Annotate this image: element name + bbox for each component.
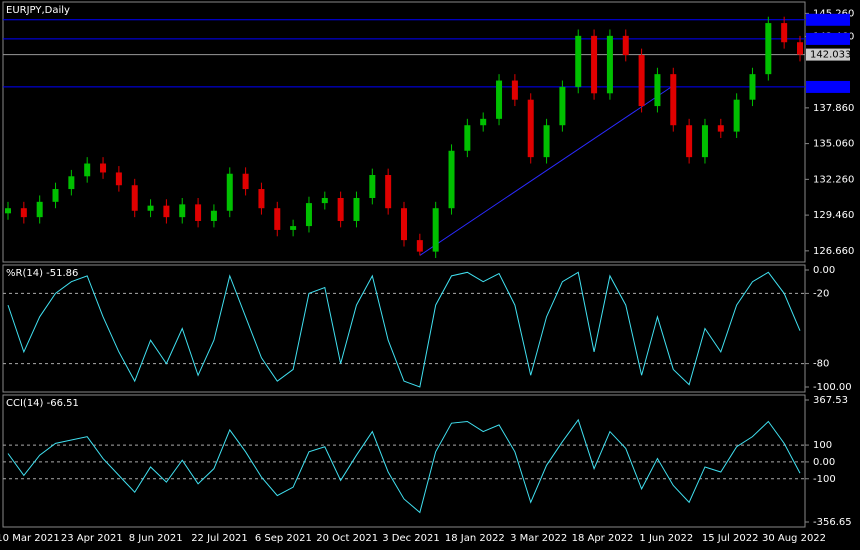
candle-body: [717, 125, 724, 132]
candle-body: [401, 208, 407, 241]
candle-body: [781, 23, 788, 43]
panel-frame: [2, 394, 806, 528]
candle-body: [606, 35, 613, 94]
candle-body: [100, 163, 107, 173]
y-tick-label: -356.65: [813, 517, 852, 528]
x-tick-label: 18 Apr 2022: [572, 533, 634, 544]
candle-body: [559, 86, 566, 126]
candle-body: [765, 23, 772, 75]
y-tick-label: -100.00: [813, 382, 852, 393]
y-tick-label: 135.060: [813, 139, 854, 150]
candle-body: [496, 80, 503, 119]
x-tick-label: 3 Dec 2021: [382, 533, 440, 544]
candle-body: [290, 226, 297, 230]
candle-body: [591, 35, 598, 94]
y-tick-label: 129.460: [813, 210, 854, 221]
y-tick-label: -100: [813, 474, 836, 485]
candle-body: [115, 172, 122, 186]
candle-body: [337, 197, 344, 221]
candle-body: [68, 176, 75, 190]
y-tick-label: 0.00: [813, 265, 835, 276]
y-tick-label: -80: [813, 359, 829, 370]
candle-body: [527, 99, 534, 158]
y-tick-label: 367.53: [813, 395, 848, 406]
x-tick-label: 3 Mar 2022: [510, 533, 567, 544]
candle-body: [686, 125, 693, 158]
candle-body: [701, 125, 708, 158]
y-tick-label: -20: [813, 288, 829, 299]
candle-body: [179, 204, 186, 218]
candle-body: [258, 189, 265, 209]
x-tick-label: 15 Jul 2022: [702, 533, 759, 544]
candle-body: [416, 240, 423, 252]
x-tick-label: 8 Jun 2021: [129, 533, 183, 544]
candle-body: [84, 163, 91, 177]
candle-body: [480, 118, 487, 126]
y-tick-label: 0.00: [813, 457, 835, 468]
y-tick-label: 100: [813, 440, 832, 451]
candle-body: [448, 150, 455, 209]
level-tag: [806, 13, 850, 26]
candle-body: [432, 208, 439, 252]
candle-body: [797, 42, 803, 55]
candle-body: [163, 205, 170, 218]
candle-body: [321, 197, 328, 204]
x-tick-label: 10 Mar 2021: [0, 533, 60, 544]
panel-title: CCI(14) -66.51: [6, 398, 79, 409]
candle-body: [733, 99, 740, 132]
indicator-line: [7, 271, 801, 388]
candle-body: [210, 210, 217, 221]
level-tag: [806, 32, 850, 45]
trendline: [419, 85, 674, 256]
candle-body: [147, 205, 154, 211]
candle-body: [20, 208, 27, 218]
x-tick-label: 23 Apr 2021: [61, 533, 123, 544]
candle-body: [353, 197, 360, 221]
panel-title: EURJPY,Daily: [6, 5, 70, 16]
candle-body: [622, 35, 629, 56]
candle-body: [511, 80, 518, 100]
x-tick-label: 20 Oct 2021: [316, 533, 378, 544]
candle-body: [274, 208, 281, 230]
candle-body: [226, 173, 233, 211]
x-tick-label: 30 Aug 2022: [762, 533, 826, 544]
price-tag: [806, 48, 850, 61]
candle-body: [654, 74, 661, 107]
candle-body: [464, 125, 471, 151]
y-tick-label: 132.260: [813, 174, 854, 185]
candle-body: [131, 185, 138, 211]
y-tick-label: 137.860: [813, 103, 854, 114]
y-tick-label: 126.660: [813, 246, 854, 257]
candle-body: [638, 55, 645, 107]
candle-body: [543, 125, 550, 158]
candle-body: [195, 204, 202, 221]
candle-body: [5, 208, 11, 214]
indicator-line: [7, 418, 801, 514]
x-tick-label: 6 Sep 2021: [255, 533, 312, 544]
price-tag-label: 142.033: [810, 50, 851, 61]
candle-body: [670, 74, 677, 126]
candle-body: [369, 175, 376, 198]
candle-body: [385, 175, 392, 209]
candle-body: [242, 173, 249, 190]
panel-title: %R(14) -51.86: [6, 268, 78, 279]
x-tick-label: 1 Jun 2022: [639, 533, 693, 544]
candle-body: [36, 201, 43, 218]
panel-frame: [2, 264, 806, 393]
candle-body: [749, 74, 756, 100]
panel-frame: [2, 1, 806, 263]
x-tick-label: 18 Jan 2022: [445, 533, 505, 544]
level-tag: [806, 80, 850, 93]
candle-body: [575, 35, 582, 87]
x-tick-label: 22 Jul 2021: [191, 533, 248, 544]
candle-body: [52, 189, 59, 202]
candle-body: [305, 203, 312, 227]
